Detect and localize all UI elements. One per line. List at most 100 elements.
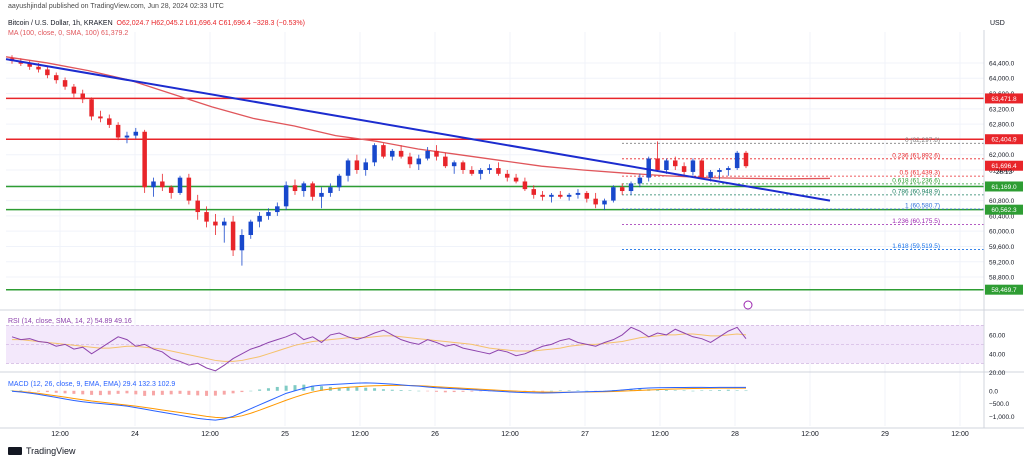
x-tick-label: 12:00 xyxy=(651,431,669,438)
rsi-tick-label: 60.00 xyxy=(989,332,1006,339)
macd-histogram-bar xyxy=(134,390,138,395)
macd-histogram-bar xyxy=(19,390,23,391)
candle-body xyxy=(584,192,590,199)
support-price-tag: 58,469.7 xyxy=(991,287,1017,294)
candle-body xyxy=(619,187,625,192)
candle-body xyxy=(690,160,696,172)
rsi-pane xyxy=(11,326,747,372)
support-price-tag-bg xyxy=(985,204,1023,215)
macd-histogram-bar xyxy=(222,390,226,395)
x-tick-label: 12:00 xyxy=(201,431,219,438)
macd-histogram-bar xyxy=(682,390,686,392)
fib-retracement: 0 (62,297.8) 0.236 (61,892.6) 0.5 (61,439.… xyxy=(622,137,984,250)
candle-body xyxy=(717,170,722,172)
macd-histogram-bar xyxy=(585,390,589,392)
candle-body xyxy=(425,150,430,159)
macd-histogram-bar xyxy=(275,386,279,391)
candle-body xyxy=(336,175,342,188)
candle-body xyxy=(221,221,227,226)
macd-histogram-bar xyxy=(266,388,270,391)
fib-level-label: 1.618 (59,519.5) xyxy=(892,243,940,250)
support-price-tag: 60,562.3 xyxy=(991,207,1017,214)
fib-level-label: 0.786 (60,948.9) xyxy=(892,188,940,195)
candle-body xyxy=(681,166,687,172)
candle-body xyxy=(107,118,112,125)
x-tick-label: 27 xyxy=(581,431,589,438)
x-tick-label: 12:00 xyxy=(351,431,369,438)
macd-histogram-bar xyxy=(735,390,739,391)
macd-histogram-bar xyxy=(567,390,571,391)
candle-body xyxy=(345,160,351,176)
candle-body xyxy=(53,75,59,81)
x-tick-label: 28 xyxy=(731,431,739,438)
macd-histogram-bar xyxy=(116,390,120,394)
macd-histogram-bar xyxy=(408,390,412,391)
macd-histogram-bar xyxy=(258,389,262,391)
candle-body xyxy=(398,150,404,157)
macd-histogram-bar xyxy=(151,390,155,396)
macd-histogram-bar xyxy=(169,390,173,395)
macd-histogram-bar xyxy=(28,390,32,392)
ohlc-values: O62,024.7 H62,045.2 L61,696.4 C61,696.4 … xyxy=(116,20,305,27)
rsi-line xyxy=(11,326,747,372)
candle-body xyxy=(540,194,545,197)
candle-body xyxy=(27,63,32,67)
candle-body xyxy=(62,80,68,87)
candle-body xyxy=(566,194,572,197)
candle-body xyxy=(195,200,200,213)
bearish-trendline xyxy=(5,58,831,202)
macd-histogram-bar xyxy=(337,387,341,391)
macd-histogram-bar xyxy=(54,390,58,393)
y-tick-label: 62,800.0 xyxy=(989,122,1015,129)
candle-body xyxy=(45,69,50,76)
candle-body xyxy=(743,152,749,167)
rsi-band xyxy=(6,325,984,364)
macd-histogram-bar xyxy=(638,388,642,391)
macd-tick-label: −500.0 xyxy=(989,401,1009,408)
candle-body xyxy=(168,187,174,193)
footer-brand[interactable]: TradingView xyxy=(8,446,76,456)
support-price-tag-bg xyxy=(985,181,1023,192)
candle-body xyxy=(646,158,651,178)
macd-histogram-bar xyxy=(479,390,483,392)
symbol-title: Bitcoin / U.S. Dollar, 1h, KRAKEN xyxy=(8,20,113,27)
price-labels: 63,471.8 62,404.9 61,169.0 60,562.3 58,469.7… xyxy=(743,93,1023,310)
countdown-label: 26:13 xyxy=(996,169,1013,176)
fib-level-label: 1.236 (60,175.5) xyxy=(892,218,940,225)
x-tick-label: 12:00 xyxy=(51,431,69,438)
y-tick-label: 60,400.0 xyxy=(989,213,1015,220)
candle-body xyxy=(177,177,183,193)
y-tick-label: 59,600.0 xyxy=(989,244,1015,251)
macd-histogram-bar xyxy=(143,390,147,396)
macd-histogram-bar xyxy=(381,389,385,391)
last-price-tag-bg xyxy=(985,160,1023,171)
candle-body xyxy=(593,198,598,205)
macd-histogram-bar xyxy=(125,390,129,394)
macd-histogram-bar xyxy=(355,387,359,391)
candle-body xyxy=(513,177,519,182)
candle-body xyxy=(602,200,607,205)
macd-histogram-bar xyxy=(160,390,164,395)
candle-body xyxy=(310,183,315,197)
macd-histogram-bar xyxy=(45,390,49,393)
candle-body xyxy=(124,135,130,138)
candle-body xyxy=(292,185,298,192)
y-tick-label: 62,000.0 xyxy=(989,152,1015,159)
candle-body xyxy=(460,162,466,170)
support-price-tag: 61,169.0 xyxy=(991,184,1017,191)
candle-body xyxy=(328,187,333,193)
macd-histogram-bar xyxy=(656,389,660,391)
brand-label: TradingView xyxy=(26,446,76,456)
macd-histogram-bar xyxy=(81,390,85,395)
candle-body xyxy=(257,215,262,222)
macd-histogram-bar xyxy=(72,390,76,394)
macd-histogram-bar xyxy=(320,386,324,391)
macd-tick-label: −1,000.0 xyxy=(989,414,1015,421)
macd-histogram-bar xyxy=(426,390,430,392)
candle-body xyxy=(673,160,678,167)
macd-histogram-bar xyxy=(717,390,721,391)
macd-histogram-bar xyxy=(673,390,677,391)
candle-body xyxy=(363,162,368,170)
macd-histogram-bar xyxy=(664,390,668,391)
candle-body xyxy=(628,183,634,192)
